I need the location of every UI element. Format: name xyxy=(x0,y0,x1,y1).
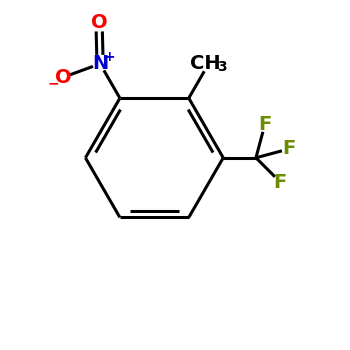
Text: +: + xyxy=(104,50,116,64)
Text: F: F xyxy=(258,115,272,134)
Text: O: O xyxy=(91,13,107,32)
Text: −: − xyxy=(47,77,59,91)
Text: F: F xyxy=(282,139,296,158)
Text: F: F xyxy=(274,173,287,192)
Text: N: N xyxy=(92,54,108,73)
Text: CH: CH xyxy=(190,54,220,73)
Text: 3: 3 xyxy=(217,60,226,74)
Text: O: O xyxy=(55,68,71,87)
